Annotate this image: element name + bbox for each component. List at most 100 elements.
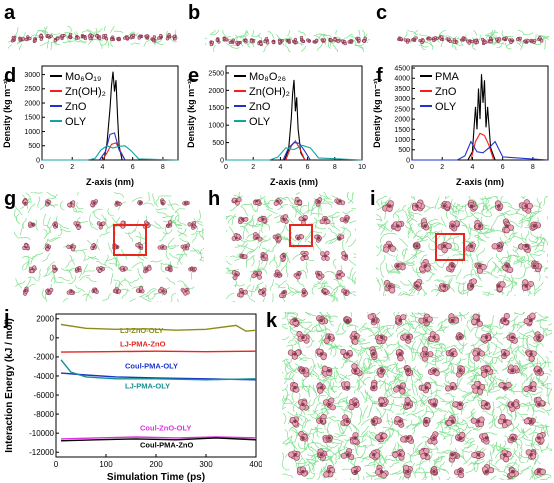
ligand-chain	[396, 366, 405, 373]
ligand-chain	[310, 445, 319, 456]
ligand-chain	[397, 312, 400, 315]
molecule-cluster	[393, 382, 407, 395]
ligand-chain	[325, 380, 330, 391]
ligand-chain	[171, 214, 179, 225]
ligand-chain	[392, 208, 400, 218]
ligand-chain	[386, 413, 391, 426]
ligand-chain	[467, 229, 471, 241]
ligand-chain	[424, 356, 430, 368]
molecule-cluster	[294, 196, 303, 207]
ligand-chain	[226, 260, 232, 265]
ligand-chain	[69, 254, 75, 266]
ligand-chain	[177, 254, 184, 266]
ligand-chain	[414, 312, 427, 315]
y-tick-label: 2500	[24, 86, 40, 93]
ligand-chain	[305, 312, 312, 316]
ligand-chain	[102, 293, 112, 301]
ligand-chain	[236, 247, 246, 256]
ligand-chain	[284, 360, 292, 371]
ligand-chain	[348, 259, 356, 266]
series-line-3	[412, 140, 549, 161]
ligand-chain	[522, 331, 532, 339]
molecule-cluster	[454, 467, 465, 479]
ligand-chain	[185, 283, 195, 290]
ligand-chain	[359, 46, 365, 52]
ligand-chain	[240, 226, 249, 234]
ligand-chain	[307, 464, 315, 475]
ligand-chain	[382, 455, 388, 467]
ligand-chain	[379, 408, 386, 419]
ligand-chain	[137, 268, 143, 280]
molecule-cluster	[314, 197, 323, 207]
ligand-chain	[282, 407, 287, 411]
ligand-chain	[525, 230, 529, 243]
ligand-chain	[131, 285, 144, 289]
molecule-cluster	[249, 38, 256, 44]
ligand-chain	[532, 282, 536, 295]
molecule-cluster	[257, 40, 263, 47]
ligand-chain	[343, 439, 351, 450]
molecule-cluster	[348, 397, 360, 411]
y-tick-label: 500	[28, 143, 40, 150]
molecule-cluster	[474, 262, 487, 274]
ligand-chain	[340, 358, 348, 369]
ligand-chain	[543, 267, 548, 270]
ligand-chain	[287, 334, 297, 344]
ligand-chain	[298, 385, 311, 388]
unit-cell-highlight	[289, 224, 313, 247]
molecule-cluster	[116, 36, 121, 42]
ligand-chain	[337, 450, 346, 460]
ligand-chain	[391, 362, 399, 373]
ligand-chain	[105, 257, 118, 261]
ligand-chain	[484, 361, 496, 365]
ligand-chain	[425, 410, 438, 413]
ligand-chain	[248, 223, 261, 227]
molecule-cluster	[351, 363, 363, 377]
ligand-chain	[379, 378, 387, 390]
ligand-chain	[87, 256, 99, 261]
y-axis-title: Density (kg m⁻³)	[186, 78, 196, 148]
ligand-chain	[153, 42, 164, 45]
ligand-chain	[473, 269, 481, 280]
molecule-cluster	[523, 381, 537, 393]
ligand-chain	[542, 236, 548, 246]
ligand-chain	[330, 287, 337, 298]
ligand-chain	[445, 196, 450, 200]
ligand-chain	[492, 401, 495, 414]
ligand-chain	[319, 312, 326, 319]
ligand-chain	[411, 312, 414, 316]
series-label-lj-zno-oly: LJ-ZnO-OLY	[120, 326, 163, 335]
ligand-chain	[250, 30, 255, 37]
ligand-chain	[350, 422, 358, 432]
ligand-chain	[335, 322, 342, 333]
ligand-chain	[435, 197, 440, 209]
molecule-cluster	[143, 264, 152, 274]
ligand-chain	[546, 425, 550, 438]
molecule-cluster	[347, 39, 354, 44]
ligand-chain	[428, 243, 436, 251]
ligand-chain	[127, 31, 136, 38]
ligand-chain	[488, 381, 495, 392]
molecule-cluster	[257, 215, 268, 224]
ligand-chain	[361, 431, 369, 442]
molecule-cluster	[537, 36, 544, 43]
ligand-chain	[385, 382, 394, 393]
ligand-chain	[514, 294, 516, 296]
ligand-chain	[254, 281, 264, 291]
ligand-chain	[435, 291, 440, 296]
molecule-cluster	[32, 37, 38, 44]
ligand-chain	[490, 374, 498, 385]
molecule-cluster	[369, 346, 378, 361]
ligand-chain	[403, 260, 416, 265]
ligand-chain	[349, 477, 352, 480]
ligand-chain	[545, 446, 552, 451]
molecule-cluster	[465, 39, 474, 45]
ligand-chain	[466, 395, 476, 402]
ligand-chain	[411, 373, 414, 386]
ligand-chain	[37, 29, 46, 36]
ligand-chain	[479, 197, 492, 200]
molecule-cluster	[135, 242, 144, 251]
molecule-cluster	[320, 38, 327, 43]
ligand-chain	[159, 301, 161, 302]
ligand-chain	[364, 365, 376, 370]
